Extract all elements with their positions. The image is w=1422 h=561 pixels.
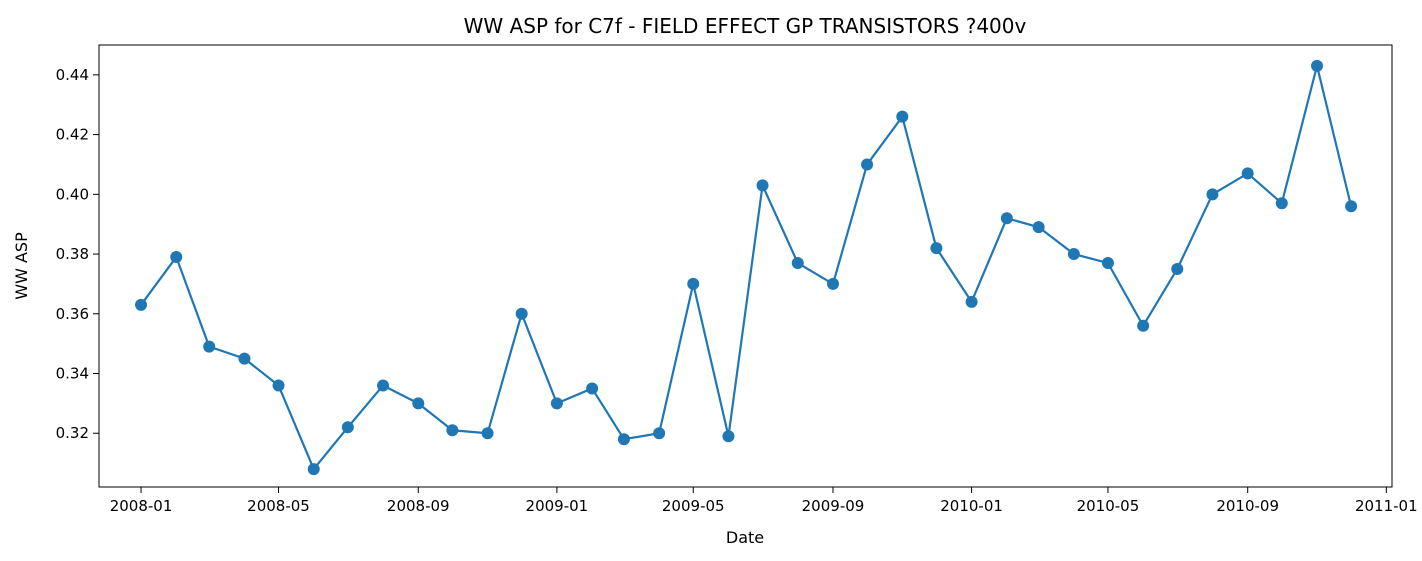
data-point [1032,221,1045,234]
data-point [1311,59,1324,72]
data-point [687,277,700,290]
x-tick-label: 2010-01 [940,497,1003,515]
x-tick-label: 2009-09 [802,497,865,515]
data-point [617,433,630,446]
x-tick-label: 2009-05 [662,497,725,515]
data-point [377,379,390,392]
x-axis: 2008-01 2008-05 2008-09 2009-01 2009-05 2009-… [110,487,1418,515]
data-point [446,424,459,437]
data-point [272,379,285,392]
data-point [341,421,354,434]
series-line [140,64,1353,471]
y-axis-label: WW ASP [12,232,31,300]
x-tick-label: 2008-05 [247,497,310,515]
x-tick-label: 2009-01 [526,497,589,515]
data-point [653,427,666,440]
data-point [1067,248,1080,261]
x-tick-label: 2008-09 [387,497,450,515]
data-point [1101,257,1114,270]
data-point [1137,319,1150,332]
data-point [965,295,978,308]
data-point [1241,167,1254,180]
data-point [1000,212,1013,225]
plot-area [135,59,1358,476]
data-point [1345,200,1358,213]
data-point [826,277,839,290]
data-point [586,382,599,395]
data-point [135,298,148,311]
data-point [170,251,183,264]
data-point [791,257,804,270]
data-point [307,463,320,476]
data-point [481,427,494,440]
data-point [238,352,251,365]
data-point [203,340,216,353]
data-point [930,242,943,255]
x-tick-label: 2010-09 [1216,497,1279,515]
x-tick-label: 2008-01 [110,497,173,515]
y-tick-label: 0.42 [56,126,89,144]
y-tick-label: 0.34 [56,365,89,383]
data-point [412,397,425,410]
x-tick-label: 2011-01 [1355,497,1418,515]
x-tick-label: 2010-05 [1077,497,1140,515]
data-point [1275,197,1288,210]
chart-title: WW ASP for C7f - FIELD EFFECT GP TRANSIS… [464,14,1027,38]
plot-frame [98,44,1393,488]
data-point [1206,188,1219,201]
data-point [896,110,909,123]
data-point [756,179,769,192]
data-point [515,307,528,320]
y-tick-label: 0.44 [56,66,89,84]
x-axis-label: Date [726,528,764,547]
y-tick-label: 0.36 [56,305,89,323]
y-tick-label: 0.32 [56,424,89,442]
data-point [1171,262,1184,275]
y-tick-label: 0.40 [56,185,89,203]
data-point [722,430,735,443]
y-axis: 0.32 0.34 0.36 0.38 0.40 0.42 0.44 [56,66,99,442]
data-point [550,397,563,410]
data-point [861,158,874,171]
y-tick-label: 0.38 [56,245,89,263]
